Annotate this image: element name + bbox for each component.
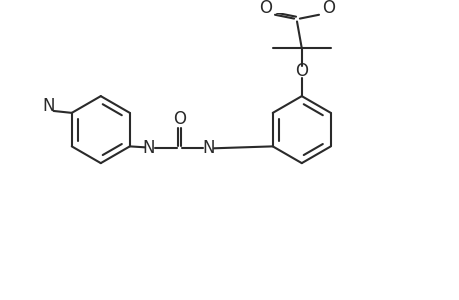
Text: O: O (173, 110, 185, 128)
Text: O: O (258, 0, 271, 17)
Text: N: N (202, 139, 214, 157)
Text: O: O (321, 0, 334, 17)
Text: N: N (142, 139, 155, 157)
Text: N: N (42, 97, 55, 115)
Text: O: O (295, 62, 308, 80)
